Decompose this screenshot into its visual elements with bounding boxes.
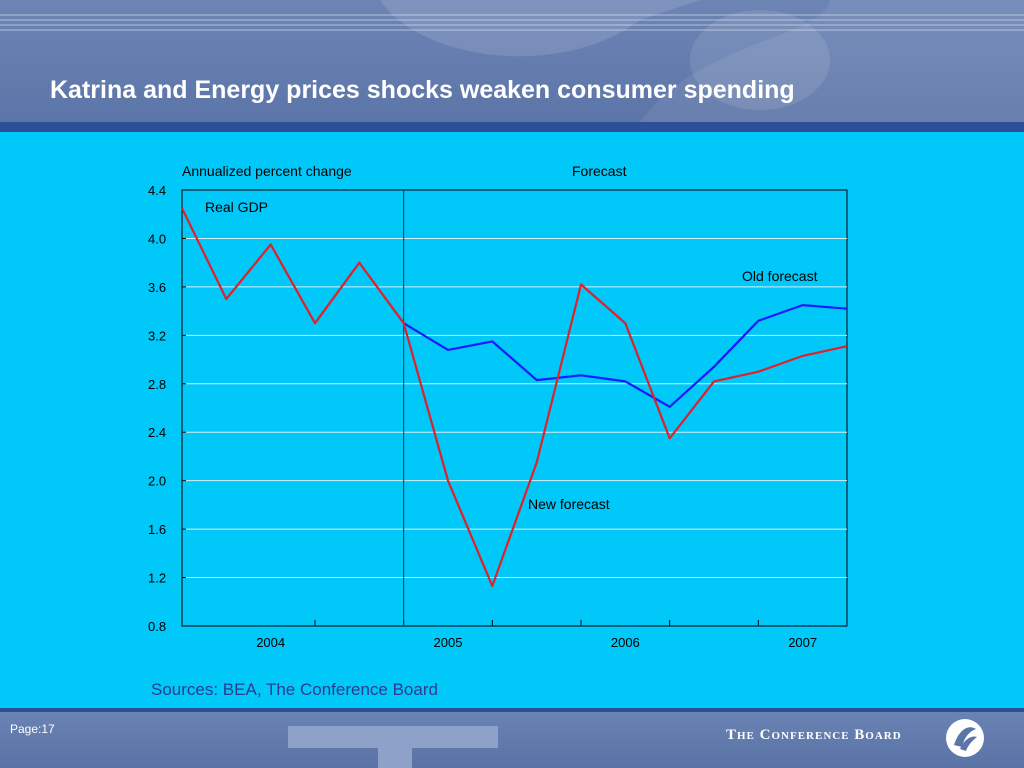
conference-board-logo-icon xyxy=(946,719,984,757)
x-tick-label: 2004 xyxy=(256,635,285,650)
y-tick-label: 4.0 xyxy=(148,231,166,246)
slide-header: Katrina and Energy prices shocks weaken … xyxy=(0,0,1024,122)
footer-decor-stem xyxy=(378,748,412,768)
sources-note: Sources: BEA, The Conference Board xyxy=(151,680,438,699)
header-stripe xyxy=(0,14,1024,16)
plot-frame xyxy=(181,189,848,627)
series-line-old-forecast xyxy=(403,304,848,408)
x-tick-label: 2005 xyxy=(434,635,463,650)
slide-title: Katrina and Energy prices shocks weaken … xyxy=(50,76,795,104)
logo-watermark xyxy=(380,0,1024,122)
y-tick-label: 2.0 xyxy=(148,474,166,489)
header-stripe xyxy=(0,24,1024,26)
y-tick-label: 3.6 xyxy=(148,280,166,295)
header-stripe xyxy=(0,19,1024,21)
x-axis: 2004 2005 2006 2007 xyxy=(256,620,817,650)
slide-footer: Page:17 The Conference Board xyxy=(0,708,1024,768)
series-line-real-gdp xyxy=(181,207,405,325)
header-band xyxy=(0,122,1024,132)
y-tick-label: 2.8 xyxy=(148,377,166,392)
forecast-label: Forecast xyxy=(572,163,627,179)
y-tick-label: 2.4 xyxy=(148,425,166,440)
series-line-new-forecast xyxy=(402,283,848,588)
old-forecast-annotation: Old forecast xyxy=(742,268,818,284)
y-axis: 0.8 1.2 1.6 2.0 2.4 2.8 3.2 3.6 4.0 4.4 xyxy=(148,183,186,634)
x-tick-label: 2007 xyxy=(788,635,817,650)
x-tick-label: 2006 xyxy=(611,635,640,650)
new-forecast-annotation: New forecast xyxy=(528,496,610,512)
header-stripe xyxy=(0,29,1024,31)
y-tick-label: 4.4 xyxy=(148,183,166,198)
brand-name: The Conference Board xyxy=(726,727,902,743)
y-axis-label: Annualized percent change xyxy=(182,163,352,179)
series-lines xyxy=(181,207,848,588)
y-tick-label: 3.2 xyxy=(148,328,166,343)
gridlines xyxy=(182,237,847,579)
page-number: Page:17 xyxy=(10,722,55,736)
footer-band xyxy=(0,708,1024,712)
y-tick-label: 1.2 xyxy=(148,571,166,586)
footer-decor-bar xyxy=(288,726,498,748)
real-gdp-annotation: Real GDP xyxy=(205,199,268,215)
y-tick-label: 0.8 xyxy=(148,619,166,634)
y-tick-label: 1.6 xyxy=(148,522,166,537)
